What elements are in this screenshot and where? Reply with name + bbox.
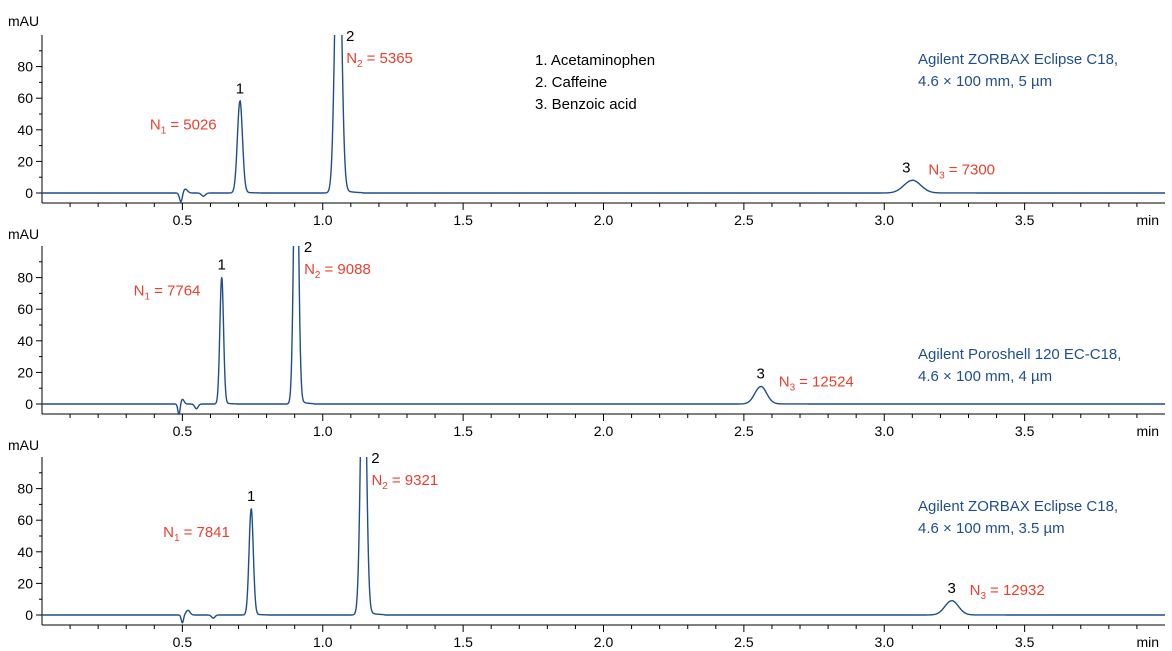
plate-count-label: N1 = 5026	[150, 116, 217, 136]
peak-number-label: 1	[218, 257, 226, 274]
peak-number-label: 3	[902, 159, 910, 176]
x-tick-label: 3.5	[1015, 212, 1035, 228]
plate-count-label: N3 = 12932	[970, 582, 1045, 602]
chromatogram-trace	[42, 246, 1165, 416]
x-tick-label: 0.5	[173, 634, 193, 650]
y-tick-label: 20	[17, 575, 33, 591]
y-axis-unit-label: mAU	[8, 13, 39, 29]
plate-count-label: N2 = 5365	[346, 50, 413, 70]
x-tick-label: 1.5	[453, 212, 473, 228]
x-tick-label: 3.0	[875, 423, 895, 439]
compound-legend-item: 3. Benzoic acid	[535, 96, 637, 113]
y-tick-label: 80	[17, 270, 33, 286]
column-description: 4.6 × 100 mm, 4 µm	[918, 368, 1052, 385]
x-tick-label: 2.0	[594, 634, 614, 650]
x-tick-label: 2.0	[594, 423, 614, 439]
x-tick-label: 3.5	[1015, 423, 1035, 439]
column-description: Agilent ZORBAX Eclipse C18,	[918, 498, 1118, 515]
x-tick-label: 1.5	[453, 423, 473, 439]
y-tick-label: 0	[25, 185, 33, 201]
x-tick-label: 1.0	[313, 634, 333, 650]
y-tick-label: 0	[25, 607, 33, 623]
plate-count-label: N1 = 7764	[134, 283, 201, 303]
x-tick-label: 1.5	[453, 634, 473, 650]
x-tick-label: 2.5	[734, 212, 754, 228]
y-tick-label: 0	[25, 396, 33, 412]
x-tick-label: 1.0	[313, 423, 333, 439]
plate-count-label: N1 = 7841	[163, 524, 230, 544]
y-tick-label: 20	[17, 153, 33, 169]
y-tick-label: 20	[17, 364, 33, 380]
x-axis-unit-label: min	[1136, 634, 1159, 650]
x-tick-label: 1.0	[313, 212, 333, 228]
peak-number-label: 3	[947, 580, 955, 597]
column-description: 4.6 × 100 mm, 3.5 µm	[918, 520, 1065, 537]
column-description: 4.6 × 100 mm, 5 µm	[918, 73, 1052, 90]
peak-number-label: 2	[371, 450, 379, 467]
compound-legend-item: 1. Acetaminophen	[535, 52, 655, 69]
x-tick-label: 0.5	[173, 212, 193, 228]
y-tick-label: 60	[17, 90, 33, 106]
x-tick-label: 2.0	[594, 212, 614, 228]
peak-number-label: 2	[346, 28, 354, 45]
y-tick-label: 60	[17, 512, 33, 528]
x-tick-label: 0.5	[173, 423, 193, 439]
x-tick-label: 2.5	[734, 634, 754, 650]
peak-number-label: 2	[304, 239, 312, 256]
y-axis-unit-label: mAU	[8, 437, 39, 453]
plate-count-label: N2 = 9088	[304, 261, 371, 281]
y-tick-label: 40	[17, 333, 33, 349]
chromatogram-trace	[42, 35, 1165, 203]
plate-count-label: N2 = 9321	[371, 472, 438, 492]
chromatogram-panel-3: 0 20 40 60 80 mAU 0.5 1.0 1.5 2.0 2.5 3.0 3.5 min 1 N1 =…	[8, 437, 1165, 650]
y-tick-label: 80	[17, 59, 33, 75]
chromatogram-panel-2: 0 20 40 60 80 mAU 0.5 1.0 1.5 2.0 2.5 3.0 3.5 min 1 N1 =…	[8, 226, 1165, 439]
x-tick-label: 3.5	[1015, 634, 1035, 650]
chromatogram-trace	[42, 457, 1165, 624]
compound-legend-item: 2. Caffeine	[535, 74, 607, 91]
x-axis-unit-label: min	[1136, 423, 1159, 439]
x-tick-label: 3.0	[875, 634, 895, 650]
plate-count-label: N3 = 7300	[928, 161, 995, 181]
plate-count-label: N3 = 12524	[779, 374, 854, 394]
y-tick-label: 60	[17, 301, 33, 317]
chromatogram-panel-1: 0 20 40 60 80 mAU 0.5 1.0 1.5 2.0 2.5 3.0 3.5 min 1 N1 =…	[8, 13, 1165, 228]
y-tick-label: 40	[17, 122, 33, 138]
peak-number-label: 1	[247, 488, 255, 505]
y-tick-label: 40	[17, 544, 33, 560]
x-axis-unit-label: min	[1136, 212, 1159, 228]
y-axis-unit-label: mAU	[8, 226, 39, 242]
x-tick-label: 2.5	[734, 423, 754, 439]
y-tick-label: 80	[17, 481, 33, 497]
peak-number-label: 3	[757, 366, 765, 383]
peak-number-label: 1	[236, 80, 244, 97]
column-description: Agilent Poroshell 120 EC-C18,	[918, 346, 1121, 363]
x-tick-label: 3.0	[875, 212, 895, 228]
column-description: Agilent ZORBAX Eclipse C18,	[918, 51, 1118, 68]
